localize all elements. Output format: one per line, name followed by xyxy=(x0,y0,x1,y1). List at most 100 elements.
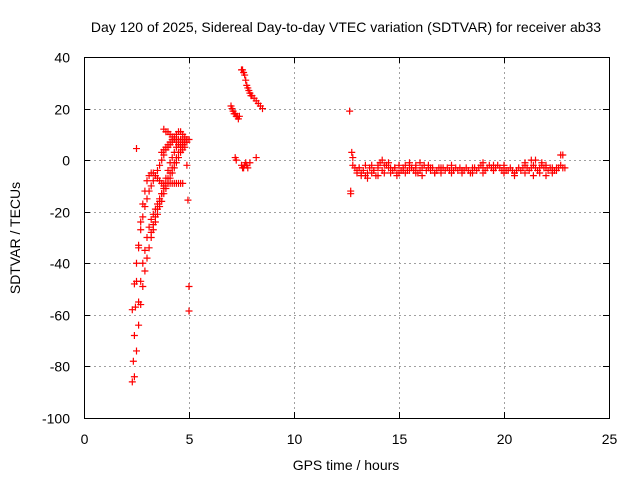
y-tick-label: -60 xyxy=(50,308,70,324)
y-tick-label: 0 xyxy=(62,153,70,169)
data-point xyxy=(168,164,176,172)
data-point xyxy=(357,172,365,180)
data-point xyxy=(538,159,546,167)
data-point xyxy=(368,161,376,169)
data-point xyxy=(244,164,252,172)
data-point xyxy=(154,205,161,213)
y-tick-label: 40 xyxy=(54,50,70,66)
data-point xyxy=(137,277,145,285)
y-tick-label: -20 xyxy=(50,205,70,221)
data-point xyxy=(374,172,382,180)
series-arc-7h xyxy=(227,102,243,164)
data-point xyxy=(368,169,376,177)
data-point xyxy=(156,197,164,205)
data-point xyxy=(542,161,550,169)
data-point xyxy=(133,347,140,355)
data-point xyxy=(151,213,159,221)
data-point xyxy=(151,172,159,180)
series-arc-7.5h xyxy=(238,66,266,113)
grid-lines xyxy=(84,57,609,418)
data-point xyxy=(135,321,143,329)
series-arc-4h-cross xyxy=(158,125,193,156)
data-point xyxy=(185,307,193,315)
data-point xyxy=(149,177,157,185)
data-point xyxy=(416,159,424,167)
data-point xyxy=(164,166,172,174)
data-point xyxy=(378,156,386,164)
data-point xyxy=(143,195,151,203)
data-point xyxy=(128,306,136,314)
data-point xyxy=(412,169,420,177)
data-point xyxy=(252,154,260,162)
y-tick-label: -40 xyxy=(50,256,70,272)
data-point xyxy=(448,161,455,169)
y-tick-label: 20 xyxy=(54,102,70,118)
data-point xyxy=(561,164,569,172)
series-late-outliers xyxy=(346,107,567,198)
data-point xyxy=(158,156,166,164)
y-tick-label: -100 xyxy=(42,411,70,427)
series-early-outliers xyxy=(133,145,193,315)
data-point xyxy=(393,172,401,180)
data-point xyxy=(170,148,178,156)
data-point xyxy=(162,174,170,182)
data-point xyxy=(542,172,550,180)
data-point xyxy=(147,228,155,236)
data-point xyxy=(418,172,426,180)
data-point xyxy=(490,166,497,174)
y-axis-title: SDTVAR / TECUs xyxy=(7,182,23,294)
data-point xyxy=(521,169,529,177)
data-point xyxy=(401,161,409,169)
data-point xyxy=(133,259,140,267)
data-point xyxy=(246,159,254,167)
data-point xyxy=(511,172,518,180)
data-point xyxy=(145,187,153,195)
data-point xyxy=(130,280,138,288)
x-tick-label: 20 xyxy=(497,431,513,447)
data-point xyxy=(185,136,193,144)
x-tick-label: 10 xyxy=(287,431,303,447)
data-point xyxy=(437,169,445,177)
data-point xyxy=(139,259,147,267)
data-point xyxy=(349,154,357,162)
data-point xyxy=(154,166,161,174)
x-tick-label: 0 xyxy=(81,431,89,447)
data-point xyxy=(145,244,153,252)
data-point xyxy=(412,161,420,169)
data-point xyxy=(500,161,508,169)
data-point xyxy=(130,373,138,381)
data-point xyxy=(380,169,388,177)
data-point xyxy=(156,161,164,169)
data-point xyxy=(479,159,487,167)
data-point xyxy=(183,161,191,169)
data-point xyxy=(141,203,149,211)
data-point xyxy=(479,169,487,177)
data-point xyxy=(147,215,155,223)
data-point xyxy=(346,107,354,115)
data-point xyxy=(143,254,151,262)
data-point xyxy=(168,154,176,162)
data-point xyxy=(232,156,240,164)
data-point xyxy=(387,164,395,172)
data-point xyxy=(353,169,361,177)
data-point xyxy=(185,282,193,290)
data-point xyxy=(242,76,250,84)
data-point xyxy=(147,182,155,190)
data-point xyxy=(241,71,249,79)
data-point xyxy=(424,161,432,169)
data-point xyxy=(259,105,266,113)
data-point xyxy=(406,166,413,174)
data-point xyxy=(166,159,174,167)
chart-title: Day 120 of 2025, Sidereal Day-to-day VTE… xyxy=(91,19,601,35)
data-point xyxy=(135,298,143,306)
data-point xyxy=(348,148,356,156)
data-point xyxy=(374,161,382,169)
data-point xyxy=(355,164,363,172)
data-point xyxy=(160,182,168,190)
data-point xyxy=(559,151,567,159)
data-point xyxy=(548,169,556,177)
data-point xyxy=(184,196,192,204)
data-point xyxy=(137,226,145,234)
